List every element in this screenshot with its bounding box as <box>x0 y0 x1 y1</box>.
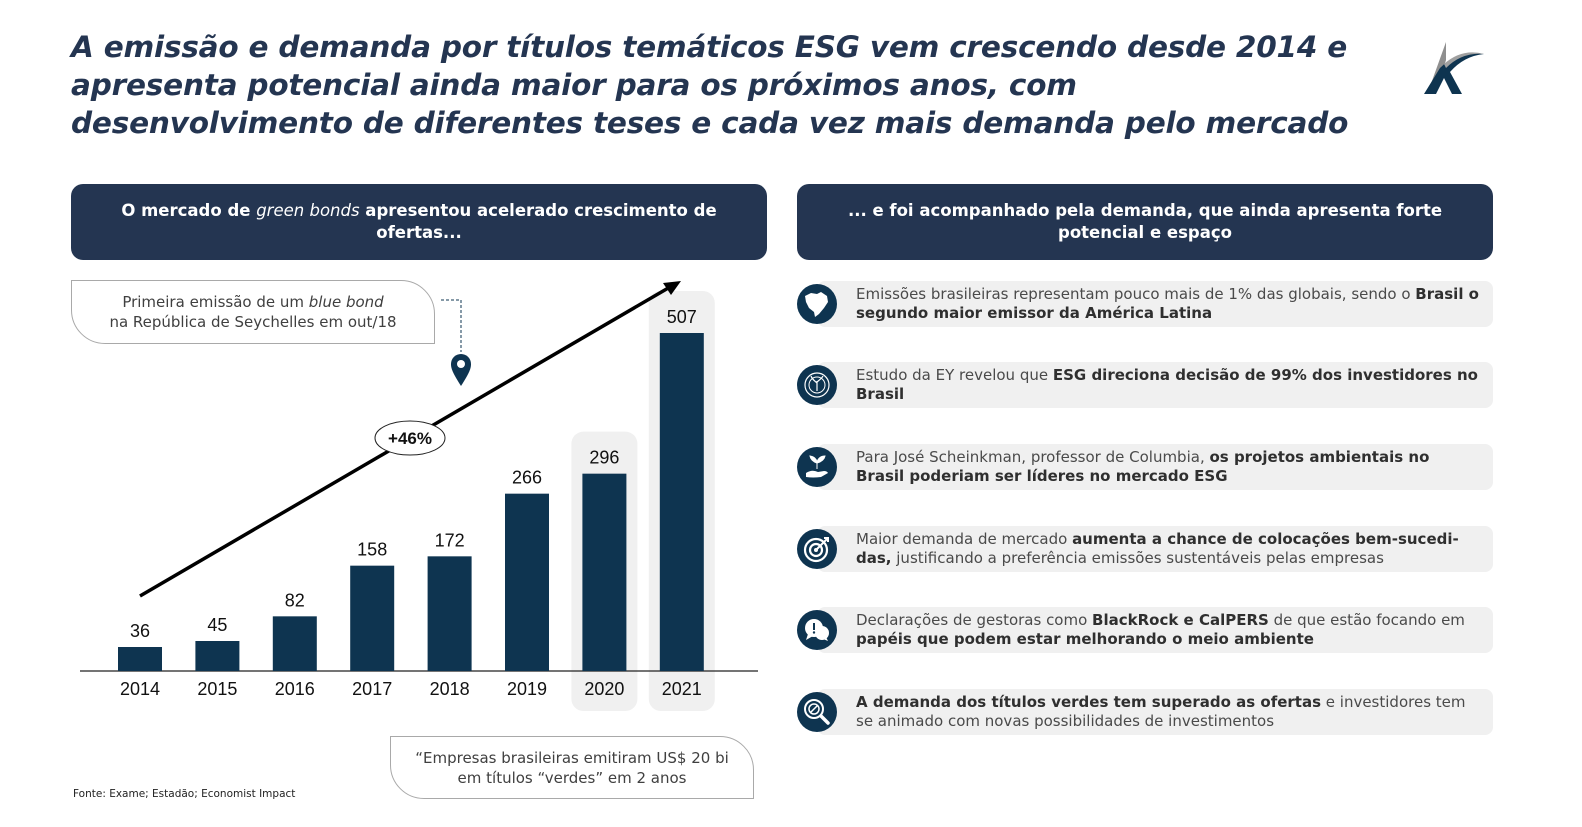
header-text: apresentou acelerado crescimento de ofer… <box>359 201 717 242</box>
list-item-background <box>817 444 1493 490</box>
data-label-2021: 507 <box>667 307 697 327</box>
x-tick-label-2014: 2014 <box>120 679 160 699</box>
blue-bond-callout: Primeira emissão de um blue bond na Repú… <box>71 280 435 344</box>
quote-text: “Empresas brasileiras emitiram US$ 20 bi <box>415 748 729 767</box>
x-tick-label-2015: 2015 <box>197 679 237 699</box>
body-text: Declarações de gestoras como <box>856 611 1093 629</box>
callout-text-italic: blue bond <box>308 293 384 311</box>
body-text: justificando a preferência emissões sust… <box>891 549 1384 567</box>
list-item-text: Declarações de gestoras como BlackRock e… <box>856 611 1481 649</box>
x-tick-label-2020: 2020 <box>584 679 624 699</box>
bar-2021 <box>659 333 704 671</box>
hand-plant-icon <box>797 447 837 487</box>
data-label-2019: 266 <box>512 468 542 488</box>
callout-text: Primeira emissão de um <box>122 293 309 311</box>
title-line: A emissão e demanda por títulos temático… <box>71 30 1348 64</box>
left-panel-header: O mercado de green bonds apresentou acel… <box>71 184 767 260</box>
bar-2017 <box>350 565 395 671</box>
header-text: O mercado de <box>121 201 257 220</box>
callout-connector <box>441 299 462 352</box>
list-item-text: Estudo da EY revelou que ESG direciona d… <box>856 366 1481 404</box>
emphasis-text: papéis que podem estar melhorando o meio… <box>856 630 1314 648</box>
list-item: Emissões brasileiras representam pouco m… <box>797 281 1493 327</box>
bar-2018 <box>427 556 472 671</box>
list-item: A demanda dos títulos verdes tem superad… <box>797 689 1493 735</box>
x-tick-label-2021: 2021 <box>662 679 702 699</box>
title-line: desenvolvimento de diferentes teses e ca… <box>71 106 1349 140</box>
bar-2020 <box>582 473 627 671</box>
bar-2014 <box>118 647 162 671</box>
data-label-2015: 45 <box>207 615 227 635</box>
emphasis-text: os projetos ambientais no Brasil poderia… <box>856 448 1430 485</box>
body-text: e investidores tem se animado com novas … <box>856 693 1466 730</box>
emphasis-text: aumenta a chance de colocações bem-suced… <box>856 530 1459 567</box>
magnifier-icon <box>797 692 837 732</box>
right-panel-header: ... e foi acompanhado pela demanda, que … <box>797 184 1493 260</box>
data-label-2017: 158 <box>357 540 387 560</box>
bar-2019 <box>505 493 549 671</box>
list-item: Estudo da EY revelou que ESG direciona d… <box>797 362 1493 408</box>
target-icon <box>797 529 837 569</box>
list-item-text: Emissões brasileiras representam pouco m… <box>856 285 1481 323</box>
globe-plant-icon <box>797 365 837 405</box>
list-item: Declarações de gestoras como BlackRock e… <box>797 607 1493 653</box>
list-item-background <box>817 362 1493 408</box>
body-text: de que estão focando em <box>1268 611 1465 629</box>
emphasis-text: BlackRock e CalPERS <box>1092 611 1269 629</box>
bar-2015 <box>195 641 240 671</box>
emphasis-text: Brasil o segundo maior emissor da Améric… <box>856 285 1479 322</box>
location-pin-icon <box>451 354 471 386</box>
x-tick-label-2018: 2018 <box>430 679 470 699</box>
speech-bubbles-icon <box>797 610 837 650</box>
bar-2016 <box>272 616 317 671</box>
x-tick-label-2016: 2016 <box>275 679 315 699</box>
brazil-map-icon <box>797 284 837 324</box>
list-item-background <box>817 526 1493 572</box>
growth-ellipse <box>374 420 446 456</box>
page-title: A emissão e demanda por títulos temático… <box>71 28 1391 142</box>
source-note: Fonte: Exame; Estadão; Economist Impact <box>73 788 296 800</box>
data-label-2020: 296 <box>589 448 619 468</box>
list-item-background <box>817 281 1493 327</box>
data-label-2014: 36 <box>130 621 150 641</box>
company-logo-k-icon <box>1424 42 1484 94</box>
emphasis-text: ESG direciona decisão de 99% dos investi… <box>856 366 1478 403</box>
x-tick-label-2019: 2019 <box>507 679 547 699</box>
list-item-background <box>817 689 1493 735</box>
list-item: Para José Scheinkman, professor de Colum… <box>797 444 1493 490</box>
trend-arrowhead-icon <box>663 281 681 295</box>
body-text: Para José Scheinkman, professor de Colum… <box>856 448 1210 466</box>
list-item-text: Para José Scheinkman, professor de Colum… <box>856 448 1481 486</box>
quote-text: em títulos “verdes” em 2 anos <box>457 768 687 787</box>
callout-text: na República de Seychelles em out/18 <box>109 313 397 331</box>
list-item-text: A demanda dos títulos verdes tem superad… <box>856 693 1481 731</box>
title-line: apresenta potencial ainda maior para os … <box>71 68 1077 102</box>
data-label-2018: 172 <box>435 530 465 550</box>
location-pin-dot <box>457 360 465 368</box>
growth-annotation: +46% <box>388 429 432 448</box>
list-item: Maior demanda de mercado aumenta a chanc… <box>797 526 1493 572</box>
green-bonds-quote-callout: “Empresas brasileiras emitiram US$ 20 bi… <box>390 736 754 799</box>
list-item-text: Maior demanda de mercado aumenta a chanc… <box>856 530 1481 568</box>
body-text: Estudo da EY revelou que <box>856 366 1053 384</box>
data-label-2016: 82 <box>285 590 305 610</box>
header-text-italic: green bonds <box>256 201 360 220</box>
body-text: Emissões brasileiras representam pouco m… <box>856 285 1416 303</box>
body-text: Maior demanda de mercado <box>856 530 1073 548</box>
bar-chart: 36 2014 45 2015 82 2016 158 2017 172 2018 266 2019 2… <box>80 281 758 711</box>
x-tick-label-2017: 2017 <box>352 679 392 699</box>
list-item-background <box>817 607 1493 653</box>
emphasis-text: A demanda dos títulos verdes tem superad… <box>856 693 1322 711</box>
